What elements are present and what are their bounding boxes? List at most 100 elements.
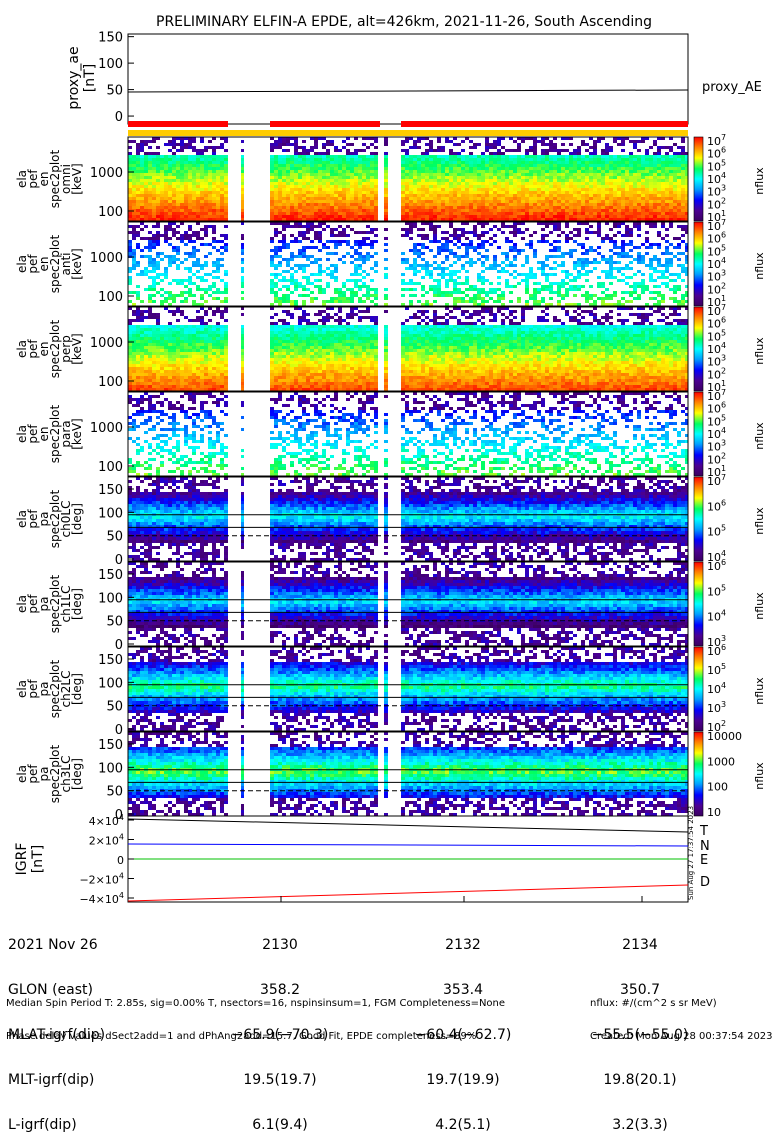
heatmap-cell [354, 149, 358, 152]
heatmap-cell [645, 182, 649, 185]
heatmap-cell [306, 197, 310, 200]
heatmap-cell [196, 206, 200, 209]
heatmap-cell [481, 191, 485, 194]
heatmap-cell [485, 255, 489, 258]
heatmap-cell [501, 182, 505, 185]
heatmap-cell [585, 176, 589, 179]
heatmap-cell [661, 270, 665, 273]
heatmap-cell [453, 209, 457, 212]
heatmap-cell [338, 155, 342, 158]
heatmap-cell [449, 206, 453, 209]
heatmap-cell [509, 158, 513, 161]
heatmap-cell [509, 176, 513, 179]
heatmap-cell [537, 261, 541, 264]
heatmap-cell [493, 258, 497, 261]
heatmap-cell [172, 173, 176, 176]
heatmap-cell [342, 209, 346, 212]
heatmap-cell [156, 240, 160, 243]
heatmap-cell [473, 188, 477, 191]
heatmap-cell [593, 152, 597, 155]
heatmap-cell [224, 194, 228, 197]
heatmap-cell [573, 194, 577, 197]
heatmap-cell [513, 246, 517, 249]
heatmap-cell [196, 261, 200, 264]
heatmap-cell [346, 243, 350, 246]
heatmap-cell [140, 173, 144, 176]
heatmap-cell [370, 170, 374, 173]
proxy-ae-ylabel-1: proxy_ae [66, 46, 82, 109]
heatmap-cell [573, 149, 577, 152]
heatmap-cell [669, 197, 673, 200]
heatmap-cell [180, 155, 184, 158]
heatmap-cell [350, 191, 354, 194]
heatmap-cell [617, 161, 621, 164]
heatmap-cell [573, 285, 577, 288]
heatmap-cell [641, 155, 645, 158]
heatmap-cell [290, 194, 294, 197]
heatmap-cell [445, 188, 449, 191]
heatmap-cell [216, 258, 220, 261]
heatmap-cell [168, 291, 172, 294]
heatmap-cell [322, 161, 326, 164]
heatmap-cell [421, 285, 425, 288]
heatmap-cell [350, 300, 354, 303]
heatmap-cell [140, 337, 144, 340]
heatmap-cell [621, 149, 625, 152]
heatmap-cell [489, 152, 493, 155]
heatmap-cell [152, 376, 156, 379]
heatmap-cell [461, 212, 465, 215]
heatmap-cell [330, 161, 334, 164]
heatmap-cell [314, 215, 318, 218]
heatmap-cell [160, 209, 164, 212]
heatmap-cell [477, 191, 481, 194]
heatmap-cell [405, 258, 409, 261]
heatmap-cell [665, 276, 669, 279]
heatmap-cell [529, 161, 533, 164]
heatmap-cell [553, 203, 557, 206]
heatmap-cell [241, 267, 244, 270]
heatmap-cell [148, 188, 152, 191]
heatmap-cell [140, 364, 144, 367]
heatmap-cell [278, 212, 282, 215]
heatmap-cell [593, 179, 597, 182]
heatmap-cell [172, 203, 176, 206]
heatmap-cell [557, 234, 561, 237]
heatmap-cell [673, 273, 677, 276]
heatmap-cell [358, 188, 362, 191]
heatmap-cell [156, 373, 160, 376]
heatmap-cell [358, 179, 362, 182]
heatmap-cell [561, 270, 565, 273]
heatmap-cell [136, 197, 140, 200]
heatmap-cell [224, 182, 228, 185]
heatmap-cell [653, 161, 657, 164]
heatmap-cell [577, 194, 581, 197]
heatmap-cell [657, 203, 661, 206]
heatmap-cell [409, 191, 413, 194]
heatmap-cell [661, 209, 665, 212]
heatmap-cell [168, 215, 172, 218]
heatmap-cell [425, 300, 429, 303]
heatmap-cell [549, 161, 553, 164]
heatmap-cell [557, 294, 561, 297]
heatmap-cell [314, 246, 318, 249]
heatmap-cell [649, 206, 653, 209]
heatmap-cell [489, 197, 493, 200]
heatmap-cell [421, 209, 425, 212]
heatmap-cell [609, 158, 613, 161]
heatmap-cell [144, 340, 148, 343]
heatmap-cell [176, 185, 180, 188]
heatmap-cell [481, 243, 485, 246]
heatmap-cell [168, 297, 172, 300]
heatmap-cell [346, 167, 350, 170]
heatmap-cell [517, 273, 521, 276]
heatmap-cell [541, 167, 545, 170]
heatmap-cell [441, 185, 445, 188]
heatmap-cell [136, 373, 140, 376]
heatmap-cell [286, 206, 290, 209]
heatmap-cell [429, 228, 433, 231]
heatmap-cell [196, 288, 200, 291]
heatmap-cell [553, 188, 557, 191]
heatmap-cell [290, 188, 294, 191]
heatmap-cell [342, 158, 346, 161]
heatmap-cell [350, 197, 354, 200]
